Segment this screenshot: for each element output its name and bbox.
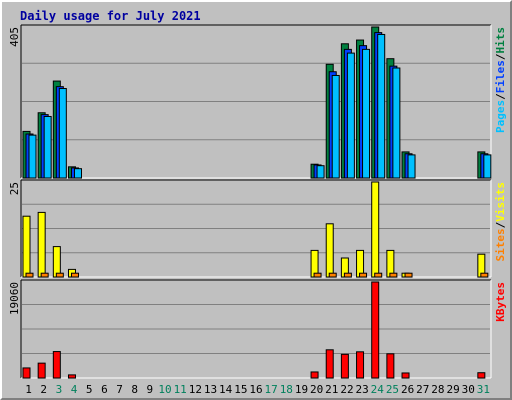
x-tick-label: 1: [25, 383, 32, 396]
legend-entry: /: [494, 93, 507, 100]
bar-visits-day-3: [52, 246, 61, 278]
bar-pages-day-24: [377, 33, 386, 179]
bar-kbytes-day-24: [371, 281, 380, 379]
bar-kbytes-day-31: [477, 372, 486, 379]
x-tick-label: 31: [477, 383, 490, 396]
bar-kbytes-day-23: [356, 351, 365, 379]
chart-title: Daily usage for July 2021: [20, 9, 201, 23]
bar-sites-day-25: [389, 272, 398, 278]
bar-kbytes-day-4: [67, 374, 76, 379]
bar-sites-day-4: [70, 272, 79, 278]
bar-sites-day-23: [359, 272, 368, 278]
panel-legend: Pages/Files/Hits: [494, 27, 507, 133]
bar-pages-day-26: [407, 154, 416, 179]
bar-sites-day-21: [328, 272, 337, 278]
x-tick-label: 14: [219, 383, 233, 396]
bar-sites-day-20: [313, 272, 322, 278]
legend-entry: Visits: [494, 182, 507, 222]
bar-sites-day-31: [480, 272, 489, 278]
panel-legend: Sites/Visits: [494, 182, 507, 262]
bar-kbytes-day-1: [22, 367, 31, 379]
panel-legend: KBytes: [494, 282, 507, 322]
bar-kbytes-day-3: [52, 351, 61, 379]
bar-sites-day-26: [404, 272, 413, 278]
x-tick-label: 19: [295, 383, 308, 396]
bar-kbytes-day-2: [37, 362, 46, 379]
x-tick-label: 13: [204, 383, 217, 396]
bar-sites-day-24: [374, 272, 383, 278]
x-tick-label: 17: [265, 383, 278, 396]
bar-sites-day-2: [40, 272, 49, 278]
legend-entry: /: [494, 221, 507, 228]
bar-kbytes-day-21: [325, 349, 334, 379]
x-tick-label: 24: [371, 383, 385, 396]
bar-kbytes-day-26: [401, 372, 410, 379]
x-tick-label: 7: [116, 383, 123, 396]
x-tick-label: 5: [86, 383, 93, 396]
x-tick-label: 22: [340, 383, 353, 396]
x-tick-label: 26: [401, 383, 414, 396]
x-tick-label: 4: [71, 383, 78, 396]
x-tick-label: 20: [310, 383, 323, 396]
x-tick-label: 21: [325, 383, 338, 396]
bar-pages-day-23: [362, 48, 371, 179]
x-tick-label: 16: [249, 383, 262, 396]
bar-sites-day-1: [25, 272, 34, 278]
bar-pages-day-21: [331, 74, 340, 179]
bar-sites-day-3: [55, 272, 64, 278]
bar-pages-day-3: [58, 88, 67, 179]
x-tick-label: 25: [386, 383, 399, 396]
x-tick-label: 28: [431, 383, 444, 396]
x-tick-label: 10: [158, 383, 171, 396]
x-tick-label: 18: [280, 383, 293, 396]
x-tick-label: 6: [101, 383, 108, 396]
legend-entry: Files: [494, 60, 507, 93]
bar-visits-day-21: [325, 223, 334, 278]
bar-pages-day-20: [316, 165, 325, 179]
x-tick-label: 9: [147, 383, 154, 396]
x-tick-label: 11: [174, 383, 187, 396]
legend-entry: Hits: [494, 27, 507, 54]
bar-pages-day-2: [43, 115, 52, 179]
bar-kbytes-day-20: [310, 371, 319, 379]
x-tick-label: 29: [446, 383, 459, 396]
y-axis-max-label: 25: [8, 182, 21, 195]
y-axis-max-label: 405: [8, 27, 21, 47]
legend-entry: Pages: [494, 100, 507, 133]
legend-entry: Sites: [494, 228, 507, 261]
y-axis-max-label: 19060: [8, 282, 21, 315]
bar-pages-day-31: [483, 154, 492, 179]
bar-pages-day-25: [392, 67, 401, 179]
bar-pages-day-4: [73, 168, 82, 179]
bar-kbytes-day-25: [386, 353, 395, 379]
bar-visits-day-2: [37, 211, 46, 278]
legend-entry: /: [494, 53, 507, 60]
legend-entry: KBytes: [494, 282, 507, 322]
bar-pages-day-1: [28, 134, 37, 179]
x-tick-label: 15: [234, 383, 247, 396]
bar-pages-day-22: [346, 52, 355, 179]
x-tick-label: 23: [356, 383, 369, 396]
x-tick-label: 27: [416, 383, 429, 396]
x-tick-label: 12: [189, 383, 202, 396]
bar-kbytes-day-22: [340, 353, 349, 379]
x-tick-label: 30: [462, 383, 475, 396]
x-tick-label: 3: [56, 383, 63, 396]
bar-visits-day-1: [22, 215, 31, 278]
x-tick-label: 8: [131, 383, 138, 396]
x-tick-label: 2: [40, 383, 47, 396]
bar-visits-day-24: [371, 181, 380, 278]
bar-sites-day-22: [343, 272, 352, 278]
